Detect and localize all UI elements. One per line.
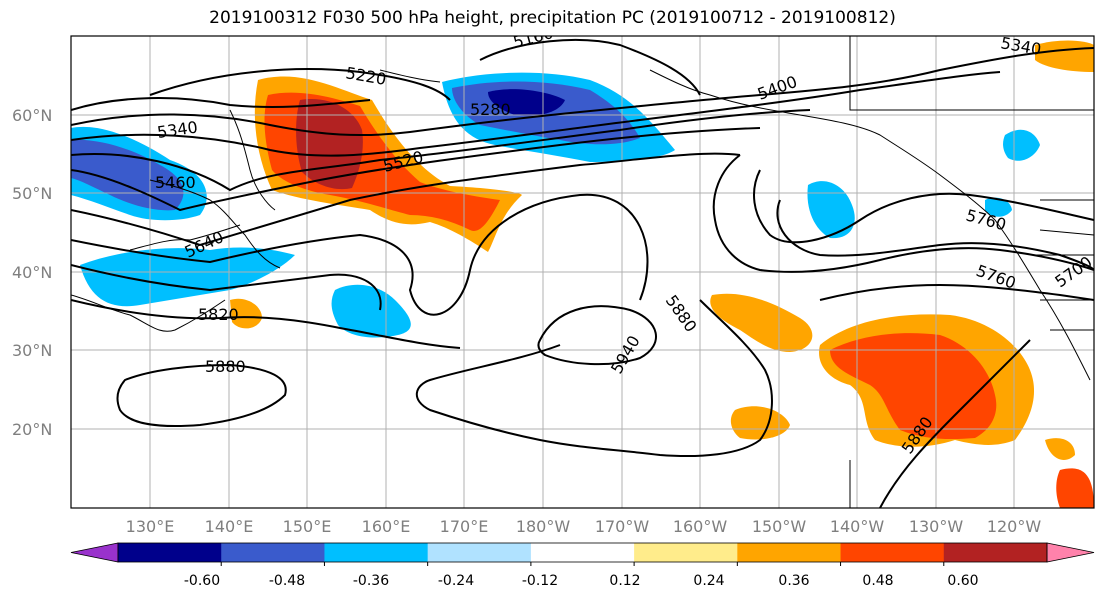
lon-label: 120°W bbox=[987, 517, 1042, 536]
colorbar-cell bbox=[324, 543, 429, 562]
map-frame bbox=[70, 35, 1095, 509]
lon-label: 140°E bbox=[205, 517, 254, 536]
colorbar-tick-label: 0.48 bbox=[862, 573, 893, 589]
longitude-labels: 130°E 140°E 150°E 160°E 170°E 180°W 170°… bbox=[126, 517, 1042, 536]
precip-negative-bc bbox=[985, 197, 1012, 217]
colorbar-cell bbox=[530, 543, 635, 562]
colorbar-cell bbox=[737, 543, 842, 562]
colorbar-ticks bbox=[220, 562, 945, 566]
precip-positive-hawaii bbox=[730, 406, 790, 440]
lon-label: 150°W bbox=[752, 517, 807, 536]
colorbar-extend-high bbox=[1046, 542, 1095, 563]
colorbar-tick-label: 0.12 bbox=[609, 573, 640, 589]
contour-label: 5280 bbox=[470, 100, 511, 119]
colorbar-tick-label: -0.24 bbox=[438, 573, 474, 589]
precip-shading bbox=[71, 40, 1094, 508]
colorbar-cell bbox=[221, 543, 325, 562]
lon-label: 130°W bbox=[909, 517, 964, 536]
colorbar-cell bbox=[943, 543, 1048, 562]
colorbar-tick-label: 0.60 bbox=[947, 573, 978, 589]
colorbar-cell bbox=[634, 543, 738, 562]
colorbar: -0.60 -0.48 -0.36 -0.24 -0.12 0.12 0.24 … bbox=[70, 542, 1095, 589]
colorbar-tick-label: -0.60 bbox=[184, 573, 220, 589]
lat-label: 40°N bbox=[12, 263, 52, 282]
lon-label: 170°W bbox=[595, 517, 650, 536]
colorbar-tick-label: -0.36 bbox=[353, 573, 389, 589]
coastlines bbox=[71, 36, 1094, 508]
contour-label: 5820 bbox=[198, 305, 239, 324]
precip-positive-mex bbox=[1045, 438, 1075, 460]
precip-negative-japan bbox=[80, 247, 295, 307]
colorbar-frame bbox=[117, 542, 1048, 563]
contour-label: 5880 bbox=[205, 357, 246, 376]
colorbar-tick-label: 0.36 bbox=[778, 573, 809, 589]
precip-dark-okhotsk bbox=[296, 99, 363, 190]
lon-label: 180°W bbox=[516, 517, 571, 536]
latitude-labels: 60°N 50°N 40°N 30°N 20°N bbox=[12, 106, 52, 439]
map-title: 2019100312 F030 500 hPa height, precipit… bbox=[209, 8, 896, 28]
colorbar-cell bbox=[118, 543, 222, 562]
colorbar-extend-low bbox=[70, 542, 119, 563]
precip-positive-sw bbox=[230, 298, 262, 329]
precip-positive-gulf bbox=[710, 293, 813, 352]
precip-dark-bering bbox=[488, 89, 565, 116]
precip-negative-canada bbox=[1003, 129, 1040, 161]
contour-label: 5340 bbox=[999, 33, 1042, 59]
precip-orange-nepacific bbox=[830, 333, 997, 440]
colorbar-tick-labels: -0.60 -0.48 -0.36 -0.24 -0.12 0.12 0.24 … bbox=[184, 573, 979, 589]
lon-label: 160°W bbox=[673, 517, 728, 536]
map-area: 5160 5220 5340 5280 5400 5460 5520 5640 … bbox=[71, 33, 1094, 508]
lat-label: 60°N bbox=[12, 106, 52, 125]
colorbar-cell bbox=[840, 543, 945, 562]
precip-negative-wus bbox=[807, 181, 855, 239]
colorbar-tick-label: -0.48 bbox=[269, 573, 305, 589]
colorbar-cell bbox=[427, 543, 532, 562]
colorbar-tick-label: -0.12 bbox=[522, 573, 558, 589]
lon-label: 130°E bbox=[126, 517, 175, 536]
lat-label: 20°N bbox=[12, 420, 52, 439]
lon-label: 140°W bbox=[830, 517, 885, 536]
lon-label: 160°E bbox=[362, 517, 411, 536]
colorbar-cells bbox=[70, 542, 1095, 563]
height-contours bbox=[71, 39, 1094, 508]
lon-label: 150°E bbox=[283, 517, 332, 536]
contour-label: 5460 bbox=[155, 173, 196, 192]
lat-label: 50°N bbox=[12, 184, 52, 203]
precip-negative-pac bbox=[331, 284, 411, 338]
precip-positive-mex2 bbox=[1056, 468, 1094, 508]
colorbar-tick-label: 0.24 bbox=[693, 573, 724, 589]
lat-label: 30°N bbox=[12, 341, 52, 360]
lon-label: 170°E bbox=[440, 517, 489, 536]
